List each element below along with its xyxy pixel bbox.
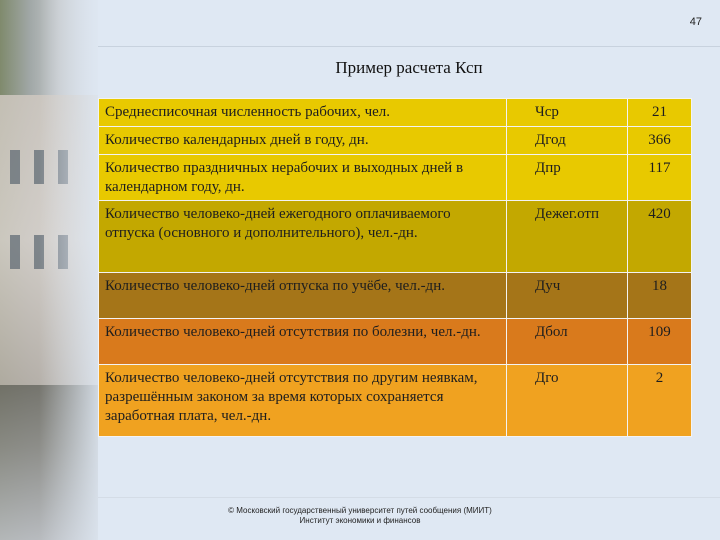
cell-desc: Количество человеко-дней отсутствия по д… (98, 364, 507, 437)
cell-sym: Дежег.отп (506, 200, 628, 273)
cell-val: 366 (627, 126, 692, 155)
cell-sym: Чср (506, 98, 628, 127)
page-number: 47 (689, 16, 702, 28)
background-photo (0, 0, 98, 540)
cell-sym: Дгод (506, 126, 628, 155)
table-row: Количество календарных дней в году, дн. Д… (98, 126, 692, 155)
header-band (98, 0, 720, 47)
cell-desc: Количество человеко-дней отпуска по учёб… (98, 272, 507, 319)
table-row: Количество человеко-дней отпуска по учёб… (98, 272, 692, 319)
table-row: Количество человеко-дней отсутствия по б… (98, 318, 692, 365)
cell-desc: Количество календарных дней в году, дн. (98, 126, 507, 155)
cell-sym: Дго (506, 364, 628, 437)
footer-rule (98, 497, 720, 498)
cell-sym: Дпр (506, 154, 628, 201)
slide-title: Пример расчета Ксп (335, 58, 483, 77)
photo-fade (0, 0, 98, 540)
cell-val: 109 (627, 318, 692, 365)
cell-val: 2 (627, 364, 692, 437)
table-row: Среднесписочная численность рабочих, чел… (98, 98, 692, 127)
table-row: Количество человеко-дней ежегодного опла… (98, 200, 692, 273)
cell-sym: Дуч (506, 272, 628, 319)
cell-val: 117 (627, 154, 692, 201)
table-row: Количество человеко-дней отсутствия по д… (98, 364, 692, 437)
footer-copyright: © Московский государственный университет… (228, 506, 492, 515)
cell-desc: Количество человеко-дней отсутствия по б… (98, 318, 507, 365)
cell-sym: Дбол (506, 318, 628, 365)
cell-val: 21 (627, 98, 692, 127)
footer-institute: Институт экономики и финансов (299, 516, 421, 525)
footer: © Московский государственный университет… (190, 506, 530, 526)
cell-val: 420 (627, 200, 692, 273)
cell-desc: Среднесписочная численность рабочих, чел… (98, 98, 507, 127)
cell-desc: Количество человеко-дней ежегодного опла… (98, 200, 507, 273)
cell-desc: Количество праздничных нерабочих и выход… (98, 154, 507, 201)
calculation-table: Среднесписочная численность рабочих, чел… (98, 98, 692, 437)
cell-val: 18 (627, 272, 692, 319)
table-row: Количество праздничных нерабочих и выход… (98, 154, 692, 201)
